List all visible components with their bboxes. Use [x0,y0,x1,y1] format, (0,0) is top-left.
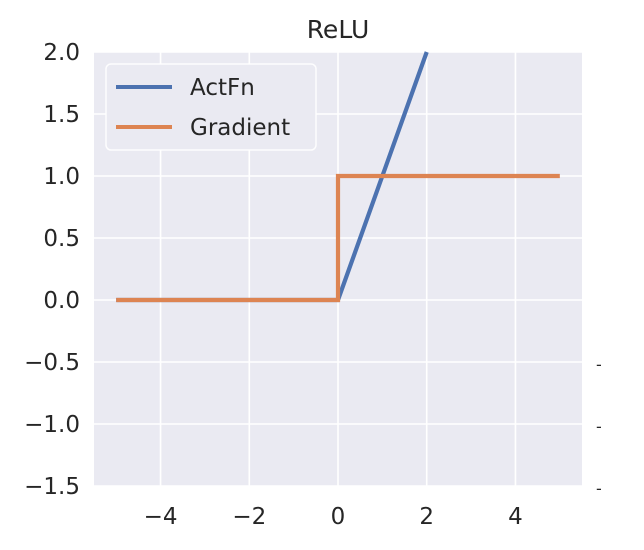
tick-labels: −4 −2 0 2 4 −1.5 −1.0 −0.5 0.0 0.5 1.0 1.5 2.0 [24,40,523,530]
y-tick-label-2: −0.5 [24,350,80,376]
y-tick-label-6: 1.5 [43,102,80,128]
legend: ActFn Gradient [105,63,317,151]
edge-mark-1: - [596,355,602,374]
x-tick-label-3: 2 [419,504,434,530]
x-tick-label-2: 0 [331,504,346,530]
legend-label-gradient: Gradient [190,115,290,141]
y-tick-label-5: 1.0 [43,164,80,190]
y-tick-label-4: 0.5 [43,226,80,252]
y-tick-label-1: −1.0 [24,412,80,438]
edge-mark-2: - [596,417,602,436]
legend-label-actfn: ActFn [190,75,255,101]
x-tick-label-0: −4 [144,504,178,530]
x-tick-label-4: 4 [508,504,523,530]
series-layer [116,51,560,303]
series-line-gradient [116,173,560,303]
x-tick-label-1: −2 [232,504,266,530]
chart-title: ReLU [307,15,370,44]
y-tick-label-0: −1.5 [24,474,80,500]
y-tick-label-3: 0.0 [43,288,80,314]
edge-mark-3: - [596,479,602,498]
y-tick-label-7: 2.0 [43,40,80,66]
